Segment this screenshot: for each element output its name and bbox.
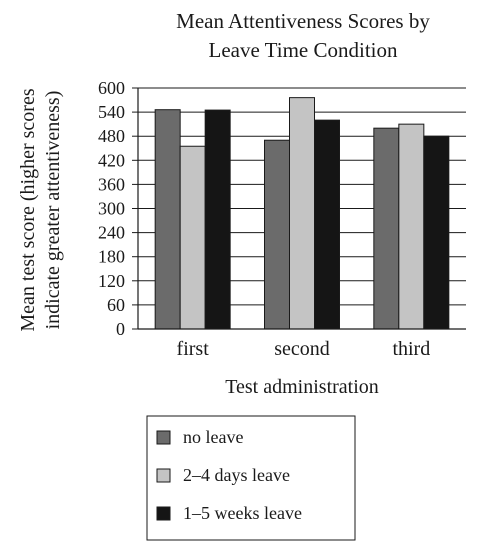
y-axis-label-line-1: Mean test score (higher scores xyxy=(17,88,39,331)
bar xyxy=(154,109,181,330)
y-tick-label: 0 xyxy=(116,319,125,339)
y-tick-label: 420 xyxy=(98,150,125,170)
x-tick-label: second xyxy=(274,338,330,360)
chart-title-line-2: Leave Time Condition xyxy=(209,38,399,62)
x-tick-labels: first second third xyxy=(177,338,431,360)
bar xyxy=(179,145,206,330)
legend-label: 1–5 weeks leave xyxy=(183,503,302,523)
bar xyxy=(314,119,340,330)
chart-title-line-1: Mean Attentiveness Scores by xyxy=(176,9,430,33)
x-tick-label: third xyxy=(392,338,430,360)
axes xyxy=(132,87,466,330)
bars xyxy=(154,97,450,330)
legend-label: no leave xyxy=(183,427,243,447)
bar xyxy=(373,127,400,330)
y-tick-label: 600 xyxy=(98,78,125,98)
legend-swatch xyxy=(156,468,171,483)
y-tick-label: 60 xyxy=(107,295,125,315)
y-axis-label-line-2: indicate greater attentiveness) xyxy=(42,91,64,330)
bar xyxy=(398,123,425,330)
bar xyxy=(289,97,315,330)
y-tick-label: 480 xyxy=(98,126,125,146)
y-tick-label: 180 xyxy=(98,247,125,267)
legend-swatch xyxy=(156,430,171,445)
legend: no leave 2–4 days leave 1–5 weeks leave xyxy=(146,415,356,541)
chart-title: Mean Attentiveness Scores by Leave Time … xyxy=(176,9,430,62)
y-tick-labels: 0 60 120 180 240 300 360 420 480 540 600 xyxy=(98,78,125,339)
y-tick-label: 240 xyxy=(98,223,125,243)
y-axis-label: Mean test score (higher scores indicate … xyxy=(17,88,64,331)
x-tick-label: first xyxy=(177,338,210,360)
bar xyxy=(423,135,450,330)
y-tick-label: 360 xyxy=(98,174,125,194)
bar xyxy=(204,109,231,330)
y-tick-label: 120 xyxy=(98,271,125,291)
x-axis-label: Test administration xyxy=(225,376,379,398)
legend-swatch xyxy=(156,506,171,521)
legend-frame xyxy=(146,415,356,541)
bar xyxy=(264,139,290,330)
y-tick-label: 300 xyxy=(98,199,125,219)
legend-label: 2–4 days leave xyxy=(183,465,290,485)
y-tick-label: 540 xyxy=(98,102,125,122)
